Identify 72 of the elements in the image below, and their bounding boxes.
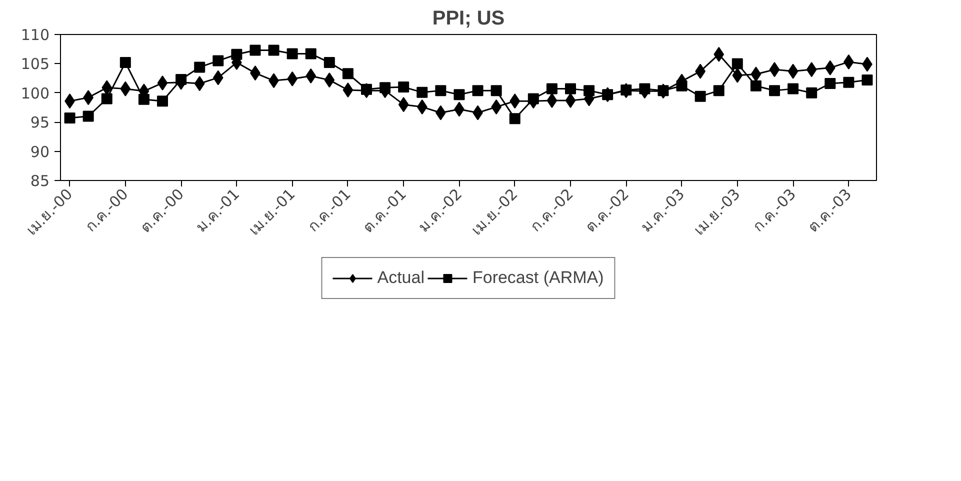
point (398, 82, 410, 93)
point (769, 85, 780, 96)
point (862, 74, 873, 86)
chart-title: PPI; US (432, 8, 505, 30)
point (565, 83, 576, 94)
point (788, 83, 799, 94)
point (268, 44, 280, 56)
point (324, 57, 335, 68)
point (620, 84, 632, 96)
point (639, 83, 650, 94)
point (510, 94, 520, 109)
point (120, 81, 131, 96)
point (212, 55, 224, 66)
point (658, 85, 669, 96)
y-tick-label: 85 (30, 172, 50, 190)
y-tick-label: 90 (30, 142, 50, 161)
point (176, 74, 187, 85)
point (342, 82, 354, 98)
point (64, 112, 76, 124)
point (194, 62, 206, 73)
point (769, 62, 780, 78)
point (454, 89, 465, 100)
point (157, 75, 168, 90)
point (732, 58, 743, 70)
point (490, 85, 502, 96)
legend-label: Forecast (ARMA) (472, 268, 604, 288)
point (528, 93, 539, 104)
point (138, 94, 150, 105)
point (416, 99, 428, 114)
point (305, 48, 316, 60)
point (546, 92, 558, 108)
point (286, 48, 298, 60)
y-tick-label: 95 (30, 114, 50, 132)
point (546, 83, 558, 94)
point (713, 85, 724, 96)
point (472, 85, 484, 96)
point (824, 60, 836, 76)
point (102, 80, 112, 96)
point (380, 82, 391, 94)
y-tick-label: 100 (20, 84, 50, 102)
point (398, 97, 409, 112)
point (342, 68, 354, 80)
point (694, 90, 706, 102)
point (250, 44, 261, 56)
point (806, 87, 818, 98)
point (750, 66, 762, 82)
point (565, 92, 576, 108)
point (824, 78, 836, 90)
point (324, 72, 335, 88)
point (120, 57, 131, 68)
y-tick-label: 110 (20, 26, 50, 44)
point (194, 76, 205, 92)
point (435, 85, 446, 96)
point (82, 110, 94, 122)
point (732, 68, 743, 83)
point (806, 62, 817, 78)
point (231, 48, 242, 60)
point (306, 68, 316, 84)
point (714, 46, 724, 62)
point (788, 64, 798, 79)
point (361, 84, 372, 95)
point (212, 70, 224, 86)
point (584, 85, 595, 96)
point (509, 113, 520, 124)
point (843, 76, 854, 88)
point (416, 86, 428, 98)
point (101, 93, 112, 104)
point (750, 80, 762, 92)
point (157, 96, 168, 107)
point (676, 80, 688, 92)
y-tick-label: 105 (20, 55, 50, 74)
legend-label: Actual (377, 268, 424, 288)
